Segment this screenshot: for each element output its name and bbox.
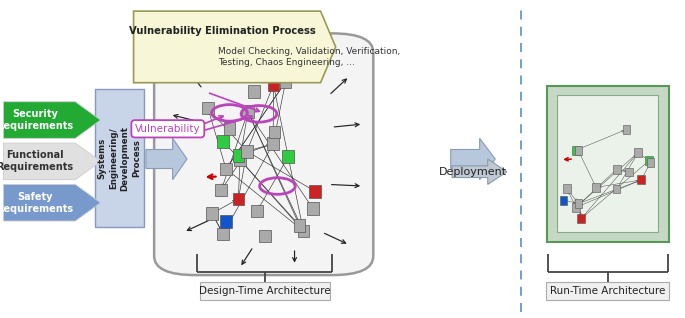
- Polygon shape: [451, 138, 495, 180]
- FancyBboxPatch shape: [267, 137, 279, 150]
- FancyBboxPatch shape: [613, 184, 621, 193]
- FancyBboxPatch shape: [251, 205, 263, 218]
- FancyBboxPatch shape: [638, 176, 645, 184]
- Polygon shape: [134, 11, 336, 83]
- FancyBboxPatch shape: [575, 146, 582, 155]
- FancyBboxPatch shape: [563, 184, 571, 193]
- Text: Model Checking, Validation, Verification,
Testing, Chaos Engineering, ...: Model Checking, Validation, Verification…: [219, 46, 401, 67]
- FancyBboxPatch shape: [625, 168, 633, 176]
- FancyBboxPatch shape: [268, 79, 279, 91]
- Text: Security
Requirements: Security Requirements: [0, 109, 73, 131]
- FancyBboxPatch shape: [575, 199, 582, 208]
- FancyBboxPatch shape: [572, 146, 580, 155]
- FancyBboxPatch shape: [647, 158, 654, 167]
- FancyBboxPatch shape: [560, 196, 567, 204]
- Text: Safety
Requirements: Safety Requirements: [0, 192, 73, 214]
- FancyBboxPatch shape: [623, 125, 630, 134]
- FancyBboxPatch shape: [546, 282, 669, 300]
- FancyBboxPatch shape: [282, 150, 294, 163]
- Text: Run-Time Architecture: Run-Time Architecture: [550, 286, 665, 296]
- FancyBboxPatch shape: [297, 225, 309, 237]
- FancyBboxPatch shape: [234, 154, 246, 166]
- FancyBboxPatch shape: [224, 122, 236, 135]
- FancyBboxPatch shape: [217, 135, 229, 148]
- FancyBboxPatch shape: [200, 282, 330, 300]
- Text: Vulnerability: Vulnerability: [135, 124, 201, 134]
- FancyBboxPatch shape: [572, 203, 580, 212]
- FancyBboxPatch shape: [634, 148, 642, 157]
- FancyBboxPatch shape: [294, 219, 306, 232]
- Text: Design-Time Architecture: Design-Time Architecture: [199, 286, 331, 296]
- FancyBboxPatch shape: [307, 202, 319, 215]
- FancyBboxPatch shape: [206, 207, 218, 220]
- FancyBboxPatch shape: [613, 165, 621, 174]
- Polygon shape: [146, 138, 187, 180]
- Text: Deployment: Deployment: [439, 167, 507, 177]
- Text: Vulnerability Elimination Process: Vulnerability Elimination Process: [129, 26, 316, 36]
- Polygon shape: [3, 184, 101, 221]
- FancyBboxPatch shape: [242, 106, 253, 118]
- Polygon shape: [3, 143, 101, 180]
- Text: Systems
Engineering/
Development
Process: Systems Engineering/ Development Process: [97, 126, 141, 191]
- FancyBboxPatch shape: [216, 184, 227, 197]
- Polygon shape: [3, 102, 101, 138]
- FancyBboxPatch shape: [547, 86, 669, 242]
- FancyBboxPatch shape: [279, 76, 291, 88]
- FancyBboxPatch shape: [221, 162, 232, 175]
- FancyBboxPatch shape: [310, 185, 321, 198]
- FancyBboxPatch shape: [241, 145, 253, 158]
- FancyBboxPatch shape: [233, 192, 245, 205]
- FancyBboxPatch shape: [259, 230, 271, 242]
- FancyBboxPatch shape: [202, 102, 214, 114]
- FancyBboxPatch shape: [269, 126, 280, 138]
- FancyBboxPatch shape: [217, 228, 229, 240]
- FancyBboxPatch shape: [593, 183, 600, 192]
- FancyBboxPatch shape: [645, 156, 653, 165]
- FancyBboxPatch shape: [221, 215, 232, 228]
- Text: Functional
Requirements: Functional Requirements: [0, 150, 73, 172]
- FancyBboxPatch shape: [249, 85, 260, 98]
- FancyBboxPatch shape: [557, 95, 658, 232]
- Polygon shape: [452, 159, 507, 184]
- FancyBboxPatch shape: [95, 89, 144, 227]
- FancyBboxPatch shape: [233, 149, 245, 162]
- FancyBboxPatch shape: [577, 214, 585, 223]
- FancyBboxPatch shape: [154, 33, 373, 275]
